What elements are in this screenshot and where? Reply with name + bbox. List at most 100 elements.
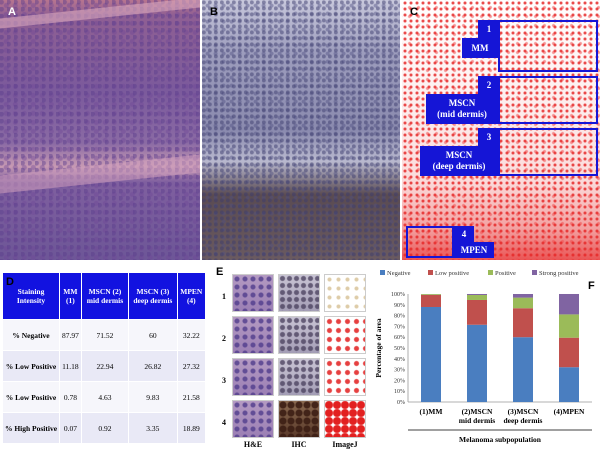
legend-swatch <box>380 270 385 275</box>
panel-label-f: F <box>588 280 595 292</box>
x-tick-label: mid dermis <box>459 416 496 425</box>
ihc-thumbnail-1 <box>278 274 320 312</box>
he-thumbnail-1 <box>232 274 274 312</box>
roi-label-2: MSCN(mid dermis) <box>426 94 498 124</box>
x-tick-label: (4)MPEN <box>554 407 585 416</box>
y-tick-label: 90% <box>394 303 405 309</box>
table-row-label: % Negative <box>3 320 60 351</box>
column-label-he: H&E <box>231 440 275 449</box>
y-tick-label: 30% <box>394 368 405 374</box>
imagej-thumbnail-1 <box>324 274 366 312</box>
table-row: % Low Positive 0.78 4.63 9.83 21.58 <box>3 382 206 413</box>
y-tick-label: 60% <box>394 335 405 341</box>
table-cell: 21.58 <box>177 382 205 413</box>
table-cell: 87.97 <box>60 320 82 351</box>
ihc-thumbnail-3 <box>278 358 320 396</box>
panel-label-e: E <box>216 266 223 278</box>
table-row: % High Positive 0.07 0.92 3.35 18.89 <box>3 413 206 444</box>
table-row-label: % Low Positive <box>3 351 60 382</box>
panel-label-a: A <box>8 6 16 18</box>
table-header-row: Staining Intensity MM (1) MSCN (2) mid d… <box>3 273 206 320</box>
legend-label: Low positive <box>435 270 469 277</box>
panel-label-b: B <box>210 6 218 18</box>
bar-segment <box>559 294 579 314</box>
table-cell: 4.63 <box>81 382 128 413</box>
table-cell: 22.94 <box>81 351 128 382</box>
imagej-thumbnail-3 <box>324 358 366 396</box>
bar-segment <box>467 300 487 325</box>
y-tick-label: 80% <box>394 314 405 320</box>
y-tick-label: 40% <box>394 357 405 363</box>
table-cell: 11.18 <box>60 351 82 382</box>
y-tick-label: 0% <box>397 400 405 406</box>
dermis-band <box>0 154 200 193</box>
epidermis-layer <box>0 0 200 29</box>
y-tick-label: 10% <box>394 389 405 395</box>
table-row-label: % High Positive <box>3 413 60 444</box>
roi-box-4 <box>406 226 454 258</box>
table-cell: 26.82 <box>129 351 178 382</box>
comparison-grid-panel: E 1 2 3 4 H&E IHC ImageJ <box>212 262 370 450</box>
he-micrograph-panel: A <box>0 0 200 260</box>
table-header-cell: MSCN (3) deep dermis <box>129 273 178 320</box>
he-thumbnail-2 <box>232 316 274 354</box>
legend-label: Strong positive <box>539 270 579 277</box>
roi-label-1: MM <box>462 38 498 58</box>
legend-label: Negative <box>387 270 411 277</box>
row-number-4: 4 <box>222 418 226 427</box>
x-tick-label: deep dermis <box>504 416 543 425</box>
x-axis-label: Melanoma subpopulation <box>459 435 542 444</box>
bar-segment <box>421 294 441 295</box>
staining-intensity-table-panel: D Staining Intensity MM (1) MSCN (2) mid… <box>0 262 206 450</box>
ihc-micrograph-panel: B <box>202 0 400 260</box>
imagej-thumbnail-4 <box>324 400 366 438</box>
panel-label-d: D <box>6 276 14 288</box>
roi-box-3 <box>498 128 598 176</box>
bar-segment <box>513 308 533 337</box>
table-header-cell: MPEN (4) <box>177 273 205 320</box>
roi-label-4: MPEN <box>454 242 494 258</box>
imagej-analysis-panel: C 1 MM 2 MSCN(mid dermis) 3 MSCN(deep de… <box>402 0 600 260</box>
y-tick-label: 100% <box>391 292 405 298</box>
roi-label-3: MSCN(deep dermis) <box>420 146 498 176</box>
bar-segment <box>421 295 441 307</box>
he-thumbnail-3 <box>232 358 274 396</box>
y-tick-label: 20% <box>394 378 405 384</box>
panel-label-c: C <box>410 6 418 18</box>
legend-swatch <box>488 270 493 275</box>
ihc-thumbnail-4 <box>278 400 320 438</box>
column-label-imagej: ImageJ <box>323 440 367 449</box>
roi-number-3: 3 <box>478 128 500 146</box>
table-cell: 18.89 <box>177 413 205 444</box>
table-row: % Low Positive 11.18 22.94 26.82 27.32 <box>3 351 206 382</box>
table-cell: 3.35 <box>129 413 178 444</box>
bar-segment <box>467 325 487 402</box>
table-cell: 9.83 <box>129 382 178 413</box>
bar-segment <box>513 298 533 309</box>
bar-segment <box>513 337 533 402</box>
row-number-1: 1 <box>222 292 226 301</box>
table-cell: 32.22 <box>177 320 205 351</box>
table-cell: 0.92 <box>81 413 128 444</box>
row-number-3: 3 <box>222 376 226 385</box>
bar-segment <box>559 338 579 368</box>
table-row: % Negative 87.97 71.52 60 32.22 <box>3 320 206 351</box>
x-tick-label: (2)MSCN <box>462 407 493 416</box>
y-tick-label: 70% <box>394 324 405 330</box>
legend-swatch <box>428 270 433 275</box>
roi-box-2 <box>498 76 598 124</box>
legend-label: Positive <box>495 270 516 277</box>
x-tick-label: (3)MSCN <box>508 407 539 416</box>
table-row-label: % Low Positive <box>3 382 60 413</box>
table-header-cell: MSCN (2) mid dermis <box>81 273 128 320</box>
stacked-bar-chart-panel: F Negative Low positive Positive Strong pos… <box>370 262 600 450</box>
table-cell: 71.52 <box>81 320 128 351</box>
legend-swatch <box>532 270 537 275</box>
y-axis-label: Percentage of area <box>374 318 383 378</box>
table-cell: 27.32 <box>177 351 205 382</box>
x-tick-label: (1)MM <box>420 407 443 416</box>
table-cell: 0.07 <box>60 413 82 444</box>
row-number-2: 2 <box>222 334 226 343</box>
table-cell: 60 <box>129 320 178 351</box>
column-label-ihc: IHC <box>277 440 321 449</box>
